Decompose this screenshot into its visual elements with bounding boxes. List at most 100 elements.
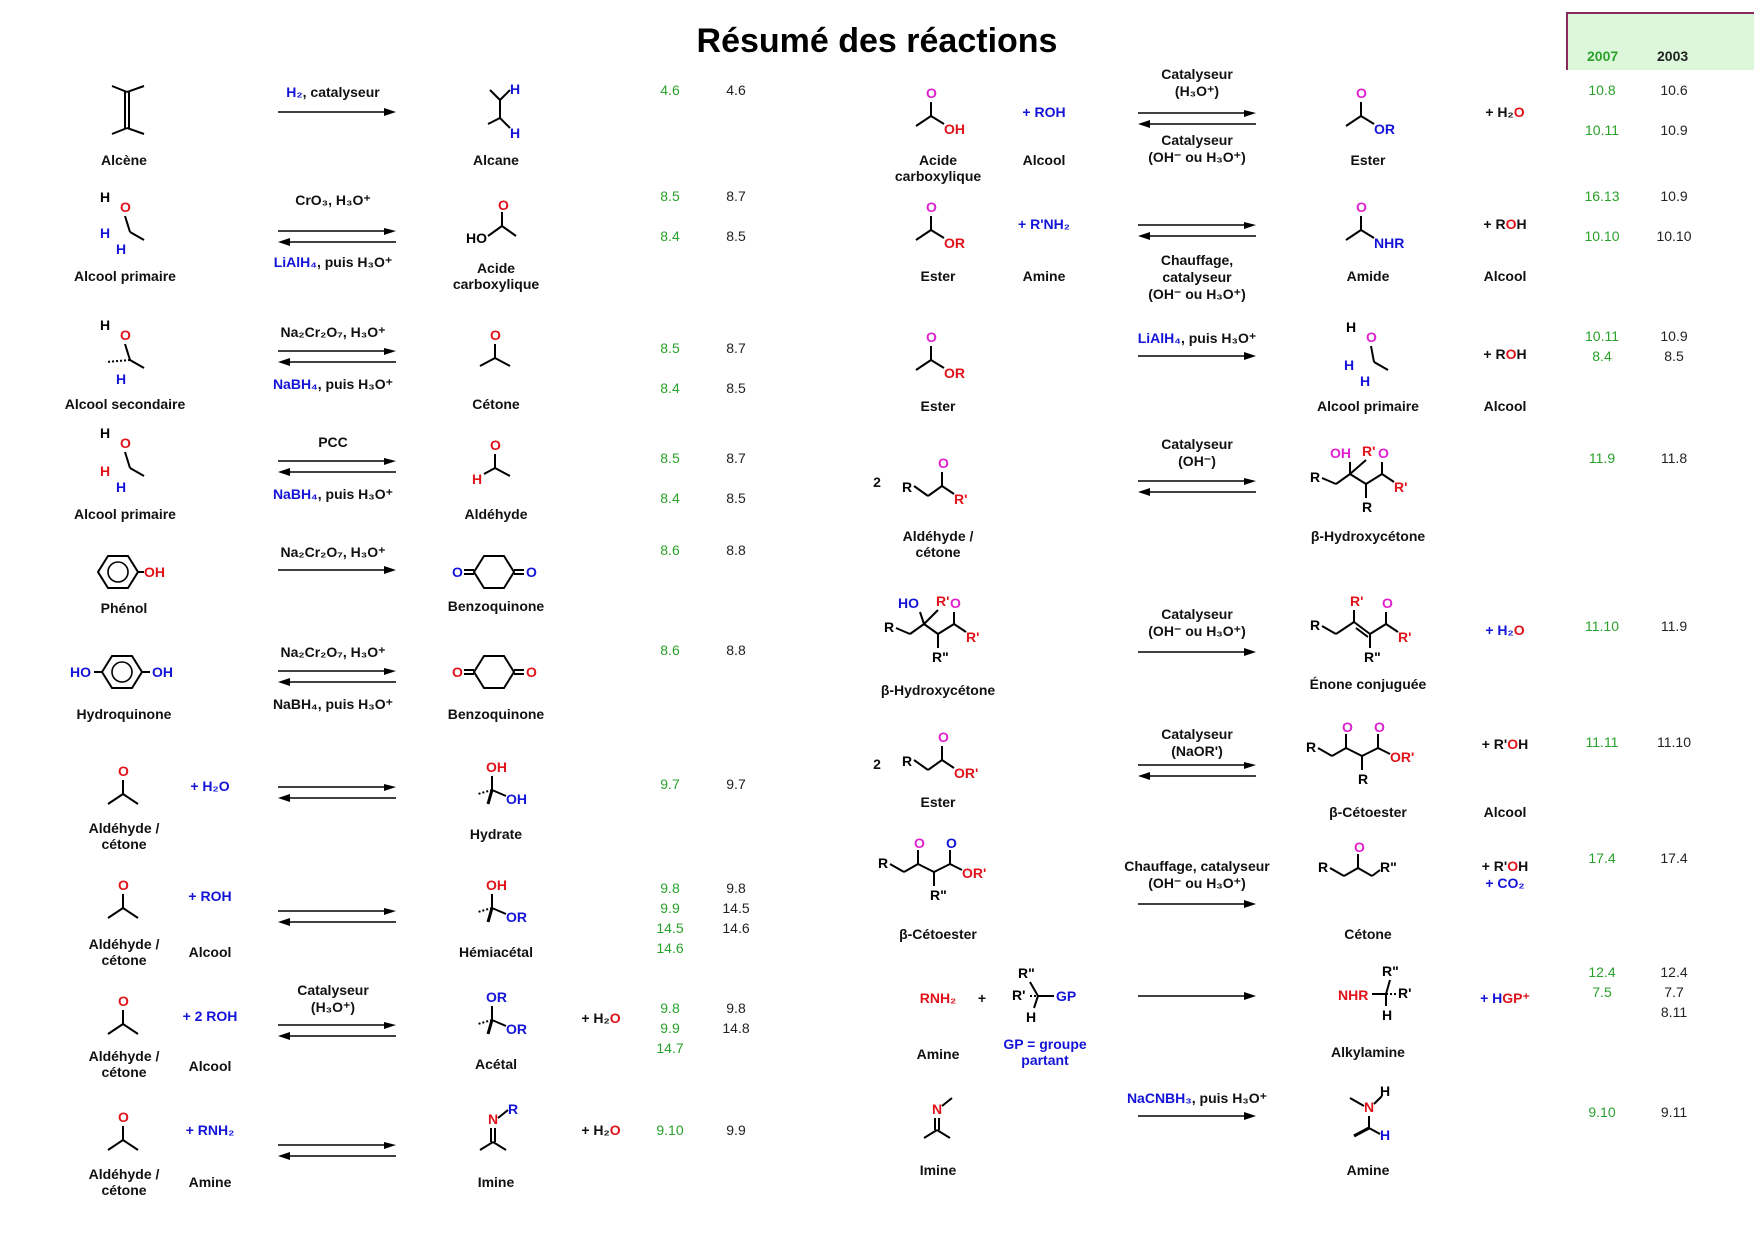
svg-text:R: R <box>884 619 894 635</box>
svg-text:OR: OR <box>944 365 965 381</box>
page-title: Résumé des réactions <box>696 22 1058 60</box>
svg-text:N: N <box>932 1101 942 1117</box>
ref-2007: 10.8 10.11 <box>1585 82 1619 138</box>
reactant-label: Aldéhyde / cétone <box>88 1048 160 1080</box>
forward-arrow <box>278 564 396 576</box>
forward-arrow <box>278 106 396 118</box>
ref-2003: 8.8 <box>726 642 746 658</box>
plus-sign: + <box>977 990 987 1006</box>
svg-text:R': R' <box>936 593 949 609</box>
ref-2003: 9.8 14.5 14.6 <box>722 880 750 936</box>
ref-2007: 9.7 <box>660 776 680 792</box>
svg-text:GP: GP <box>1056 988 1076 1004</box>
ref-2007: 4.6 <box>660 82 680 98</box>
svg-text:R: R <box>1318 859 1328 875</box>
reactant-label: Ester <box>920 268 956 284</box>
svg-text:OH: OH <box>152 664 173 680</box>
reactant-label: Aldéhyde / cétone <box>88 936 160 968</box>
alkyl-leaving-group-structure: R" R' H GP <box>1012 965 1076 1025</box>
reactant-label: Aldéhyde / cétone <box>902 528 974 560</box>
reactant-label: β-Cétoester <box>899 926 977 942</box>
reactant-label: Amine <box>916 1046 960 1062</box>
svg-text:O: O <box>1356 85 1367 101</box>
svg-text:OH: OH <box>144 564 165 580</box>
svg-text:OR: OR <box>486 989 507 1005</box>
reagent: + R'NH₂ <box>1018 216 1070 232</box>
reactant-label: Aldéhyde / cétone <box>88 1166 160 1198</box>
equilibrium-arrow <box>278 908 396 926</box>
equilibrium-arrow <box>278 348 396 366</box>
equilibrium-arrow <box>278 1022 396 1040</box>
product-label: Hémiacétal <box>459 944 533 960</box>
reagent-label: Alcool <box>188 944 232 960</box>
svg-text:O: O <box>1366 329 1377 345</box>
equilibrium-arrow <box>1138 222 1256 240</box>
ref-2003: 8.7 8.5 <box>726 340 746 396</box>
svg-text:R: R <box>1310 617 1320 633</box>
svg-text:O: O <box>120 199 131 215</box>
ref-2007: 8.5 8.4 <box>660 450 680 506</box>
reagent: + H₂O <box>190 778 230 794</box>
ref-2007: 8.6 <box>660 642 680 658</box>
hydrogen-atom: H <box>510 81 520 97</box>
conditions-top: Catalyseur (H₃O⁺) <box>297 982 369 1015</box>
equilibrium-arrow <box>278 1142 396 1160</box>
reagent-label: Alcool <box>1022 152 1066 168</box>
svg-text:OR: OR <box>506 1021 527 1037</box>
amine-structure: H N H <box>1349 1083 1390 1143</box>
ref-2003: 9.8 14.8 <box>722 1000 750 1036</box>
svg-text:OR: OR <box>506 909 527 925</box>
byproduct: + HGP⁺ <box>1480 990 1530 1006</box>
svg-text:H: H <box>1026 1009 1036 1025</box>
reactant-label: Aldéhyde / cétone <box>88 820 160 852</box>
svg-text:O: O <box>118 763 129 779</box>
conditions-top: Na₂Cr₂O₇, H₃O⁺ <box>280 644 386 660</box>
conditions-top: Catalyseur (OH⁻ ou H₃O⁺) <box>1148 606 1246 639</box>
ref-2003: 10.9 8.5 <box>1660 328 1688 364</box>
product-label: Énone conjuguée <box>1309 676 1427 692</box>
ref-2007: 11.9 <box>1588 450 1616 466</box>
reactant-label: β-Hydroxycétone <box>880 682 996 698</box>
coefficient: 2 <box>873 756 881 772</box>
reactant-label: Ester <box>920 794 956 810</box>
product-label: Benzoquinone <box>447 706 545 722</box>
reactant-label: Hydroquinone <box>76 706 172 722</box>
ref-2007: 16.13 10.10 <box>1584 188 1620 244</box>
ref-2007: 8.5 8.4 <box>660 340 680 396</box>
svg-text:HO: HO <box>70 664 91 680</box>
primary-alcohol-structure: H O H H <box>100 189 145 257</box>
svg-text:R": R" <box>932 649 949 665</box>
conjugated-enone-structure: R' R R" O R' <box>1310 593 1411 665</box>
product-label: Cétone <box>1344 926 1392 942</box>
ref-2003: 9.11 <box>1660 1104 1688 1120</box>
equilibrium-arrow <box>1138 110 1256 128</box>
svg-text:O: O <box>452 564 463 580</box>
conditions-top: Catalyseur (OH⁻) <box>1161 436 1233 469</box>
hydrogen-atom: H <box>510 125 520 141</box>
svg-text:O: O <box>526 664 537 680</box>
carboxylic-acid-structure: HO O <box>466 197 517 246</box>
conditions-top: Catalyseur (NaOR') <box>1161 726 1233 759</box>
forward-arrow <box>1138 1110 1256 1122</box>
amine-formula: RNH₂ <box>919 990 957 1006</box>
svg-text:O: O <box>938 729 949 745</box>
svg-text:R': R' <box>1398 985 1411 1001</box>
ref-2003: 17.4 <box>1660 850 1688 866</box>
svg-text:O: O <box>1382 595 1393 611</box>
ref-2007: 11.11 <box>1585 734 1619 750</box>
svg-text:O: O <box>498 197 509 213</box>
ref-2003: 11.10 <box>1657 734 1691 750</box>
byproduct-label: Alcool <box>1483 398 1527 414</box>
product-label: Benzoquinone <box>447 598 545 614</box>
ref-2007: 8.5 8.4 <box>660 188 680 244</box>
ester-structure: O OR <box>1345 85 1395 137</box>
amide-structure: O NHR <box>1345 199 1404 251</box>
svg-text:O: O <box>1354 839 1365 855</box>
ref-2007: 9.10 <box>656 1122 684 1138</box>
conditions-bottom: NaBH₄, puis H₃O⁺ <box>272 486 394 502</box>
conditions-top: PCC <box>318 434 348 450</box>
product-label: Alkylamine <box>1331 1044 1405 1060</box>
forward-arrow <box>1138 646 1256 658</box>
product-label: Hydrate <box>469 826 523 842</box>
header-2003: 2003 <box>1657 48 1689 64</box>
